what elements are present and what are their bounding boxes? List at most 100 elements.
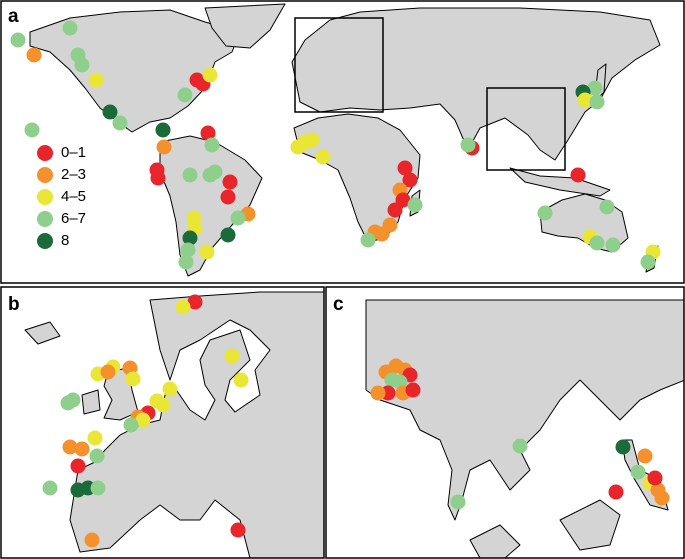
legend-swatch bbox=[37, 233, 53, 249]
site-dot bbox=[640, 254, 656, 270]
asia-mainland bbox=[365, 299, 684, 521]
site-dot bbox=[374, 226, 390, 242]
site-dot bbox=[162, 381, 178, 397]
site-dot bbox=[290, 139, 306, 155]
site-dot bbox=[402, 172, 418, 188]
site-dot bbox=[123, 417, 139, 433]
iceland bbox=[24, 321, 61, 345]
site-dot bbox=[199, 244, 215, 260]
site-dot bbox=[177, 87, 193, 103]
site-dot bbox=[450, 494, 466, 510]
site-dot bbox=[10, 32, 26, 48]
panel-label: a bbox=[8, 6, 19, 27]
site-dot bbox=[224, 348, 240, 364]
site-dot bbox=[202, 67, 218, 83]
sumatra bbox=[469, 524, 521, 558]
site-dot bbox=[102, 104, 118, 120]
site-dot bbox=[100, 364, 116, 380]
site-dot bbox=[88, 72, 104, 88]
legend-label: 6–7 bbox=[61, 210, 86, 227]
site-dot bbox=[182, 167, 198, 183]
site-dot bbox=[74, 441, 90, 457]
site-dot bbox=[180, 242, 196, 258]
site-dot bbox=[26, 47, 42, 63]
legend-swatch bbox=[37, 189, 53, 205]
site-dot bbox=[220, 189, 236, 205]
site-dot bbox=[615, 439, 631, 455]
site-dot bbox=[605, 237, 621, 253]
asia-map bbox=[365, 299, 684, 558]
legend-swatch bbox=[37, 211, 53, 227]
site-dot bbox=[178, 254, 194, 270]
site-dot bbox=[74, 57, 90, 73]
site-dot bbox=[230, 210, 246, 226]
site-dot bbox=[222, 174, 238, 190]
site-dot bbox=[220, 227, 236, 243]
site-dot bbox=[304, 132, 320, 148]
site-dot bbox=[654, 490, 670, 506]
site-dot bbox=[230, 522, 246, 538]
site-dot bbox=[135, 412, 151, 428]
site-dot bbox=[407, 197, 423, 213]
site-dot bbox=[405, 382, 421, 398]
site-dot bbox=[204, 137, 220, 153]
legend: 0–1 2–3 4–5 6–7 8 bbox=[37, 144, 86, 249]
site-dot bbox=[233, 372, 249, 388]
site-dot bbox=[70, 458, 86, 474]
greenland bbox=[204, 3, 286, 49]
legend-label: 0–1 bbox=[61, 144, 86, 161]
site-dot bbox=[397, 160, 413, 176]
inset-box-asia bbox=[486, 87, 566, 171]
site-dot bbox=[589, 235, 605, 251]
panel-label: b bbox=[8, 294, 20, 315]
site-dot bbox=[630, 464, 646, 480]
site-dot bbox=[387, 202, 403, 218]
site-dot bbox=[207, 164, 223, 180]
site-dot bbox=[200, 125, 216, 141]
site-dot bbox=[155, 397, 171, 413]
site-dot bbox=[460, 137, 476, 153]
indonesia bbox=[509, 167, 611, 197]
site-dot bbox=[112, 115, 128, 131]
site-dot bbox=[187, 294, 203, 310]
site-dot bbox=[360, 232, 376, 248]
sites bbox=[10, 20, 670, 548]
site-dot bbox=[84, 532, 100, 548]
panel-frame bbox=[0, 0, 685, 284]
site-dot bbox=[570, 167, 586, 183]
legend-swatch bbox=[37, 145, 53, 161]
site-dot bbox=[155, 122, 171, 138]
site-dot bbox=[150, 170, 166, 186]
site-dot bbox=[395, 192, 411, 208]
site-dot bbox=[608, 484, 624, 500]
eurasia bbox=[291, 7, 661, 161]
site-dot bbox=[125, 371, 141, 387]
europe-mainland bbox=[69, 291, 324, 558]
panel-frame bbox=[325, 286, 685, 559]
panel-label: c bbox=[333, 294, 344, 315]
inset-box-europe bbox=[294, 17, 384, 113]
site-dot bbox=[175, 299, 191, 315]
site-dot bbox=[42, 480, 58, 496]
site-dot bbox=[62, 439, 78, 455]
world-map bbox=[29, 3, 661, 277]
panel-frame bbox=[0, 286, 325, 559]
site-dot bbox=[637, 448, 653, 464]
site-dot bbox=[156, 139, 172, 155]
site-dot bbox=[587, 80, 603, 96]
site-dot bbox=[24, 122, 40, 138]
site-dot bbox=[87, 430, 103, 446]
site-dot bbox=[315, 149, 331, 165]
site-dot bbox=[89, 448, 105, 464]
site-dot bbox=[62, 20, 78, 36]
site-dot bbox=[647, 470, 663, 486]
site-dot bbox=[90, 480, 106, 496]
borneo bbox=[559, 499, 621, 551]
site-dot bbox=[577, 92, 593, 108]
site-dot bbox=[370, 385, 386, 401]
site-dot bbox=[537, 205, 553, 221]
legend-swatch bbox=[37, 167, 53, 183]
site-dot bbox=[182, 230, 198, 246]
europe-map bbox=[24, 291, 324, 558]
